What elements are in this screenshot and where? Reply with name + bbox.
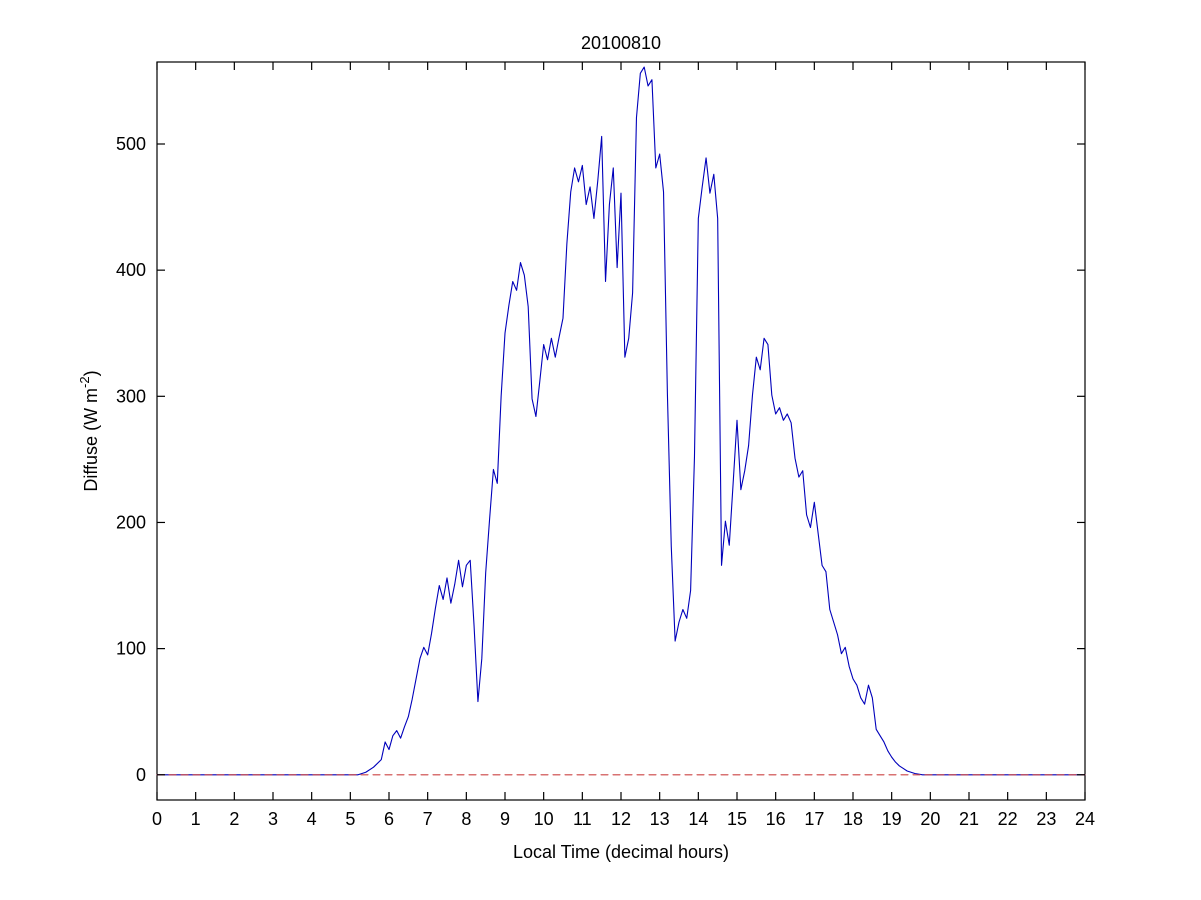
- y-axis-label: Diffuse (W m-2): [77, 370, 101, 491]
- x-tick-label: 23: [1036, 809, 1056, 829]
- y-tick-label: 400: [116, 260, 146, 280]
- plot-area: [156, 61, 1086, 801]
- x-tick-label: 10: [534, 809, 554, 829]
- x-tick-label: 18: [843, 809, 863, 829]
- x-tick-label: 6: [384, 809, 394, 829]
- x-tick-label: 5: [345, 809, 355, 829]
- y-tick-labels-group: 0 100 200 300 400 500: [116, 134, 146, 785]
- x-tick-label: 16: [766, 809, 786, 829]
- x-tick-label: 14: [688, 809, 708, 829]
- x-tick-label: 1: [191, 809, 201, 829]
- series-group: [156, 66, 1086, 776]
- x-tick-label: 24: [1075, 809, 1095, 829]
- x-tick-label: 22: [998, 809, 1018, 829]
- x-tick-label: 12: [611, 809, 631, 829]
- y-axis-label-superscript: -2: [77, 376, 92, 388]
- y-tick-label: 500: [116, 134, 146, 154]
- y-tick-label: 100: [116, 639, 146, 659]
- y-tick-label: 300: [116, 386, 146, 406]
- x-tick-label: 2: [229, 809, 239, 829]
- x-tick-label: 21: [959, 809, 979, 829]
- series-diffuse-irradiance: [156, 66, 1086, 776]
- x-tick-label: 8: [461, 809, 471, 829]
- y-tick-label: 200: [116, 512, 146, 532]
- x-tick-label: 3: [268, 809, 278, 829]
- x-tick-label: 0: [152, 809, 162, 829]
- x-tick-label: 19: [882, 809, 902, 829]
- x-axis-label: Local Time (decimal hours): [513, 842, 729, 862]
- ticks-group: [156, 62, 1086, 800]
- y-tick-label: 0: [136, 765, 146, 785]
- chart-title: 20100810: [581, 33, 661, 53]
- x-tick-label: 4: [307, 809, 317, 829]
- x-tick-label: 11: [573, 809, 592, 829]
- x-tick-label: 9: [500, 809, 510, 829]
- x-tick-label: 15: [727, 809, 747, 829]
- x-tick-label: 13: [650, 809, 670, 829]
- x-tick-labels-group: 0 1 2 3 4 5 6 7 8 9 10 11 12 13 14 15 16 17 18 19 20 21 22 23 24: [152, 809, 1095, 829]
- y-axis-label-post: ): [81, 370, 101, 376]
- x-tick-label: 17: [804, 809, 824, 829]
- x-tick-label: 7: [423, 809, 433, 829]
- y-axis-label-pre: Diffuse (W m: [81, 388, 101, 492]
- x-tick-label: 20: [920, 809, 940, 829]
